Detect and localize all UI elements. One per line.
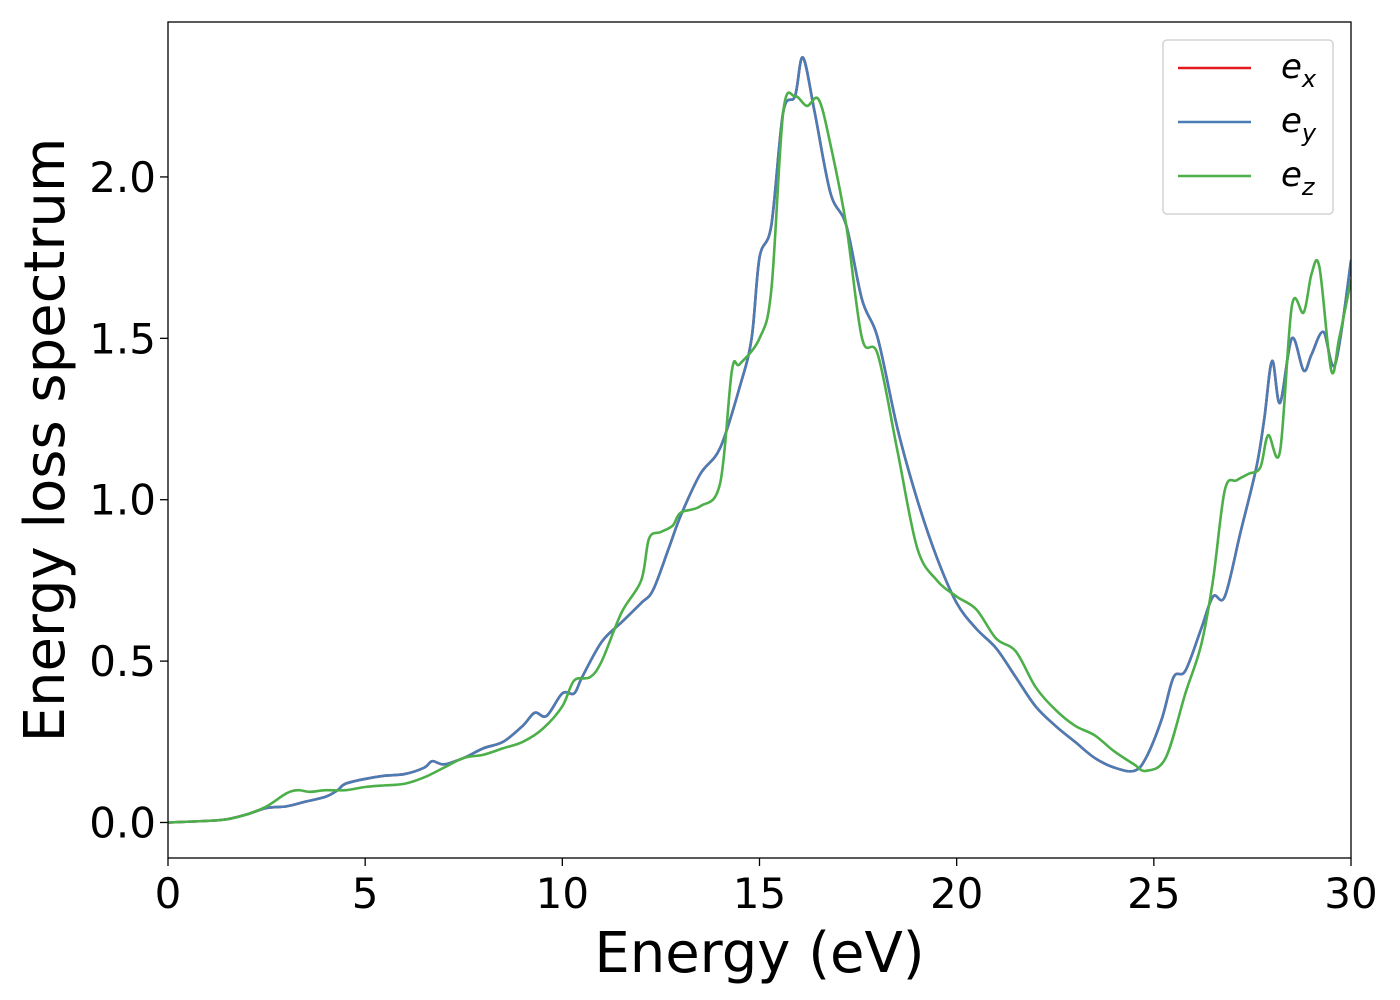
- x-tick-label: 30: [1324, 869, 1377, 918]
- legend: ex ey ez: [1162, 39, 1334, 215]
- x-tick-label: 5: [352, 869, 379, 918]
- legend-frame: [1162, 39, 1334, 215]
- y-axis-title: Energy loss spectrum: [13, 138, 78, 743]
- y-tick-label: 0.0: [89, 798, 156, 847]
- legend-label-z: ez: [1281, 155, 1316, 201]
- y-tick-label: 1.0: [89, 476, 156, 525]
- series-layer: [168, 56, 1351, 824]
- y-tick-label: 2.0: [89, 153, 156, 202]
- x-tick-label: 15: [733, 869, 786, 918]
- legend-entries: ex ey ez: [1178, 47, 1317, 201]
- x-tick-label: 25: [1127, 869, 1180, 918]
- x-tick-label: 20: [930, 869, 983, 918]
- x-axis-title: Energy (eV): [594, 921, 924, 986]
- legend-label-x: ex: [1281, 47, 1317, 93]
- legend-label-y: ey: [1281, 101, 1317, 147]
- y-axis-ticks: 0.0 0.5 1.0 1.5 2.0: [89, 153, 168, 847]
- series-line-z: [168, 91, 1351, 824]
- series-line-y: [168, 56, 1351, 824]
- y-tick-label: 1.5: [89, 314, 156, 363]
- x-tick-label: 10: [536, 869, 589, 918]
- x-axis-ticks: 0 5 10 15 20 25 30: [155, 858, 1378, 918]
- x-tick-label: 0: [155, 869, 182, 918]
- y-tick-label: 0.5: [89, 637, 156, 686]
